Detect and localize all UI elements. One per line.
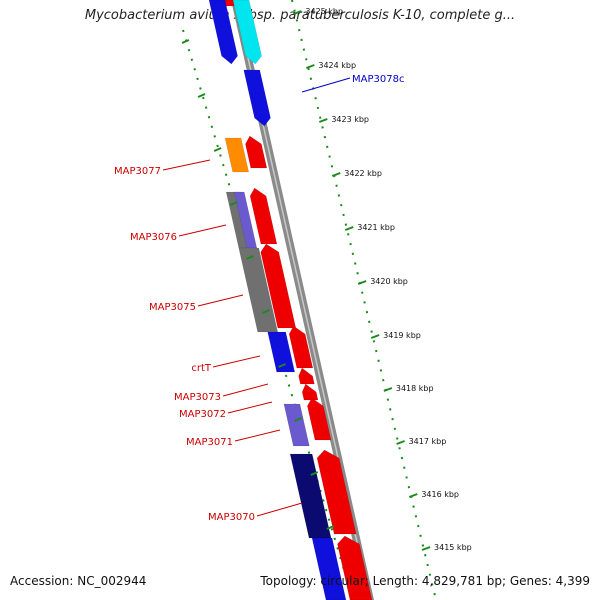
feature-track — [208, 0, 373, 600]
gene-label[interactable]: MAP3071 — [186, 437, 233, 448]
gene-label[interactable]: MAP3073 — [174, 392, 221, 403]
feature-map3071-purple[interactable] — [283, 403, 310, 447]
genome-summary: Topology: circular; Length: 4,829,781 bp… — [260, 574, 590, 588]
feature-map3072[interactable] — [301, 383, 319, 401]
tick-label: 3423 kbp — [331, 115, 369, 124]
feature-map3077[interactable] — [245, 135, 268, 169]
inner-tick-mark — [181, 39, 190, 44]
tick-label: 3422 kbp — [344, 169, 382, 178]
label-leader-line — [162, 159, 211, 171]
inner-tick-mark — [245, 255, 254, 260]
gene-label[interactable]: crtT — [191, 363, 212, 374]
tick-mark — [344, 226, 354, 231]
feature-map3077-orange[interactable] — [224, 137, 250, 173]
tick-mark — [306, 64, 315, 69]
label-leader-line — [301, 77, 351, 93]
inner-tick-mark — [278, 363, 286, 368]
map-title: Mycobacterium avium subsp. paratuberculo… — [84, 8, 516, 23]
label-leader-line — [256, 502, 303, 517]
feature-bottom-blue[interactable] — [311, 537, 347, 600]
gene-label[interactable]: MAP3076 — [130, 232, 177, 243]
tick-label: 3420 kbp — [370, 277, 408, 286]
inner-tick-mark — [326, 525, 335, 530]
feature-map3076[interactable] — [249, 187, 278, 245]
tick-mark — [396, 440, 405, 445]
feature-map3073[interactable] — [298, 367, 315, 385]
gene-label[interactable]: MAP3078c — [352, 74, 404, 85]
inner-tick-mark — [197, 93, 206, 98]
feature-cyan[interactable] — [232, 0, 262, 65]
feature-crtt-blue[interactable] — [267, 331, 296, 373]
tick-mark — [293, 10, 302, 15]
label-leader-line — [234, 429, 281, 442]
feature-map3078c[interactable] — [243, 69, 271, 127]
label-leader-line — [212, 355, 261, 368]
tick-mark — [421, 546, 431, 551]
tick-mark — [383, 387, 393, 392]
feature-reverse-top[interactable] — [208, 0, 238, 65]
tick-label: 3424 kbp — [318, 61, 356, 70]
inner-tick-mark — [213, 147, 222, 152]
tick-marks: 3425 kbp 3424 kbp 3423 kbp 3422 kbp 3421 kbp… — [181, 7, 472, 552]
gene-label[interactable]: MAP3075 — [149, 302, 196, 313]
label-leader-line — [178, 224, 227, 237]
tick-label: 3415 kbp — [434, 543, 472, 552]
inner-tick-mark — [229, 201, 238, 206]
tick-label: 3417 kbp — [409, 437, 447, 446]
feature-map3071[interactable] — [307, 397, 332, 441]
tick-mark — [331, 172, 341, 177]
gene-labels: MAP3078c MAP3077 MAP3076 MAP3075 crtT MAP3073… — [114, 74, 404, 523]
gene-label[interactable]: MAP3070 — [208, 512, 255, 523]
feature-bottom-red[interactable] — [337, 535, 373, 600]
label-leader-line — [227, 401, 273, 414]
tick-label: 3419 kbp — [383, 331, 421, 340]
inner-tick-mark — [262, 309, 270, 314]
feature-map3070[interactable] — [316, 449, 357, 535]
tick-mark — [318, 118, 328, 123]
tick-label: 3425 kbp — [305, 7, 343, 16]
inner-tick-mark — [310, 471, 319, 476]
tick-mark — [370, 334, 380, 339]
inner-tick-mark — [294, 417, 303, 422]
label-leader-line — [222, 383, 269, 397]
tick-label: 3418 kbp — [396, 384, 434, 393]
feature-crtt[interactable] — [288, 325, 314, 369]
tick-label: 3416 kbp — [421, 490, 459, 499]
gene-label[interactable]: MAP3077 — [114, 166, 161, 177]
tick-mark — [357, 280, 367, 285]
tick-label: 3421 kbp — [357, 223, 395, 232]
tick-mark — [408, 493, 418, 498]
gene-label[interactable]: MAP3072 — [179, 409, 226, 420]
label-leader-line — [197, 294, 244, 307]
accession-text: Accession: NC_002944 — [10, 574, 147, 588]
